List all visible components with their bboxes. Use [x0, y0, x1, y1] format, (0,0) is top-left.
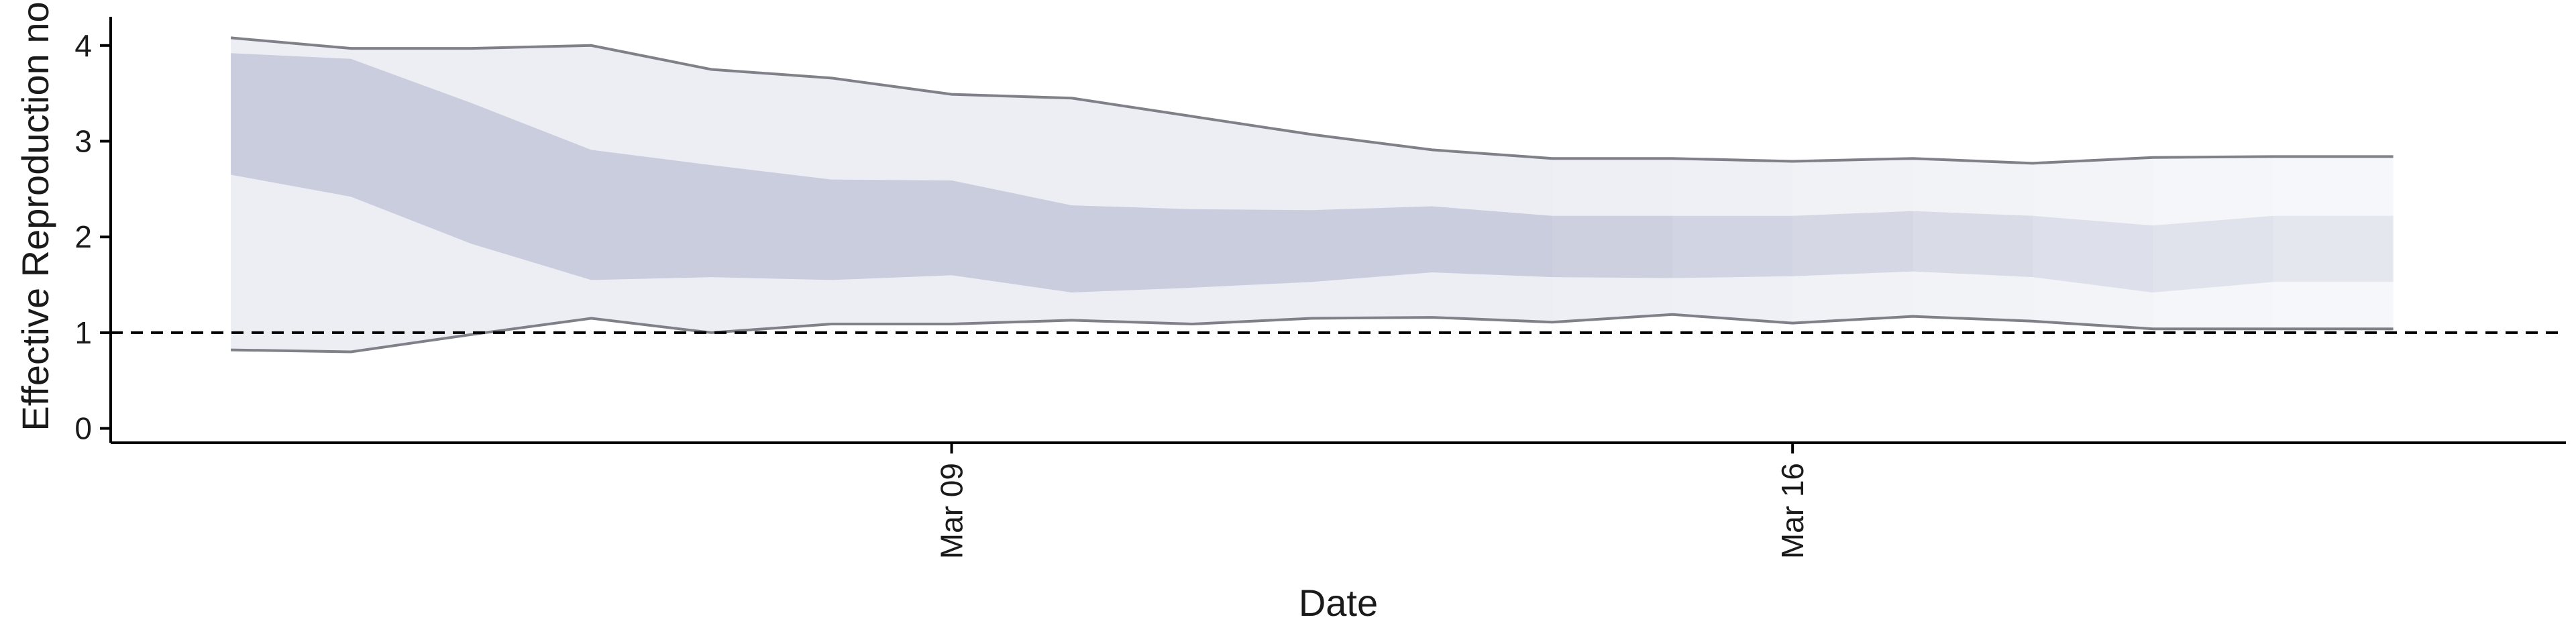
x-tick-label: Mar 16: [1775, 463, 1810, 559]
band-fade-segment: [1672, 158, 1793, 323]
y-tick-label: 4: [74, 28, 92, 63]
y-tick-label: 2: [74, 219, 92, 254]
x-axis-title: Date: [1299, 582, 1378, 624]
lower-bound-line: [231, 313, 2394, 354]
x-tick-label: Mar 09: [934, 463, 969, 559]
y-axis-title: Effective Reproduction no: [14, 1, 56, 431]
band-fade-segment: [2153, 156, 2273, 329]
band-fade-segment: [2033, 157, 2153, 329]
band-fade-segment: [1552, 158, 1673, 323]
inner-uncertainty-band: [231, 53, 2394, 292]
band-fade-segment: [1913, 158, 2033, 321]
outer-bound-lines: [230, 36, 2394, 354]
y-axis-ticks: 0 1 2 3 4: [74, 28, 111, 446]
y-tick-label: 3: [74, 124, 92, 159]
band-fade-segment: [2273, 156, 2394, 329]
upper-bound-line: [230, 36, 2394, 165]
y-tick-label: 0: [74, 411, 92, 446]
x-axis-ticks: Mar 09 Mar 16: [934, 443, 1810, 559]
uncertainty-bands: [231, 38, 2394, 352]
band-fade-segment: [1792, 158, 1913, 323]
y-tick-label: 1: [74, 315, 92, 350]
